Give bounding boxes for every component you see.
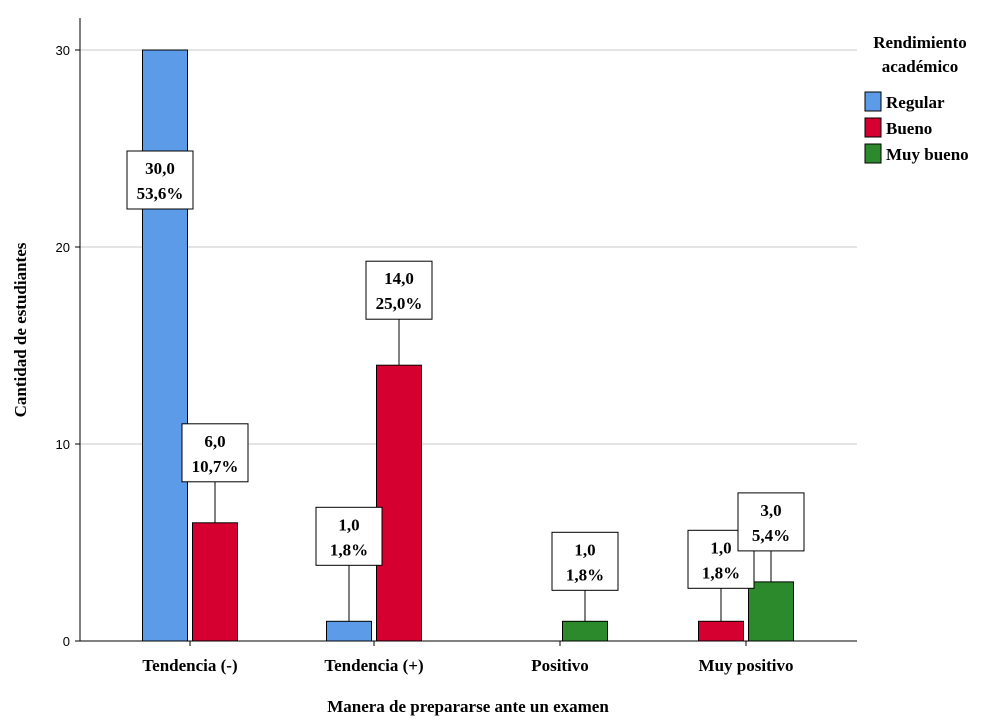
data-label-percent: 1,8% [702,563,740,582]
y-tick-label: 30 [56,43,70,58]
data-label-percent: 25,0% [376,294,423,313]
gridlines [80,49,857,445]
data-label-percent: 53,6% [137,184,184,203]
bar-muy-bueno [748,581,794,642]
bar-bueno [192,522,238,642]
bar-bueno [376,364,422,642]
data-label-percent: 1,8% [330,540,368,559]
legend-swatch [864,117,882,138]
y-tick-labels: 0 10 20 30 [56,43,80,649]
data-label-value: 6,0 [204,432,225,451]
x-tick-label: Tendencia (+) [324,656,423,675]
data-label-box [365,260,433,320]
y-tick-label: 20 [56,240,70,255]
x-tick-label: Positivo [531,656,589,675]
legend-swatch [864,91,882,112]
x-axis-title: Manera de prepararse ante un examen [327,697,609,716]
data-label-value: 14,0 [384,269,414,288]
bar-regular [326,620,372,642]
bar-muy-bueno [562,620,608,642]
x-tick-labels: Tendencia (-) Tendencia (+) Positivo Muy po… [142,641,793,675]
data-label-box [315,506,383,566]
y-tick-label: 10 [56,437,70,452]
legend-title-line1: Rendimiento [873,33,967,52]
x-tick-label: Muy positivo [699,656,794,675]
bar-bueno [698,620,744,642]
data-label-percent: 10,7% [192,457,239,476]
data-label-value: 1,0 [338,515,359,534]
data-label-value: 1,0 [574,540,595,559]
bar-regular [142,49,188,642]
legend-label: Bueno [886,119,932,138]
data-label-percent: 1,8% [566,565,604,584]
x-tick-label: Tendencia (-) [142,656,237,675]
legend-label: Muy bueno [886,145,969,164]
data-label-value: 1,0 [710,538,731,557]
data-label-percent: 5,4% [752,526,790,545]
data-labels: 30,0 53,6% 1,0 1,8% 6,0 10,7% 14,0 25,0% 1,0 1,8%… [126,150,805,622]
data-label-box [126,150,194,210]
data-label-box [737,492,805,552]
data-label-box [181,423,249,483]
legend-swatch [864,143,882,164]
y-axis-title: Cantidad de estudiantes [11,242,30,417]
legend-title-line2: académico [882,57,958,76]
legend-label: Regular [886,93,945,112]
legend: Rendimiento académico Regular Bueno Muy bu… [864,33,969,164]
bars [142,49,794,642]
y-tick-label: 0 [63,634,70,649]
data-label-value: 30,0 [145,159,175,178]
data-label-box [551,531,619,591]
data-label-value: 3,0 [760,501,781,520]
